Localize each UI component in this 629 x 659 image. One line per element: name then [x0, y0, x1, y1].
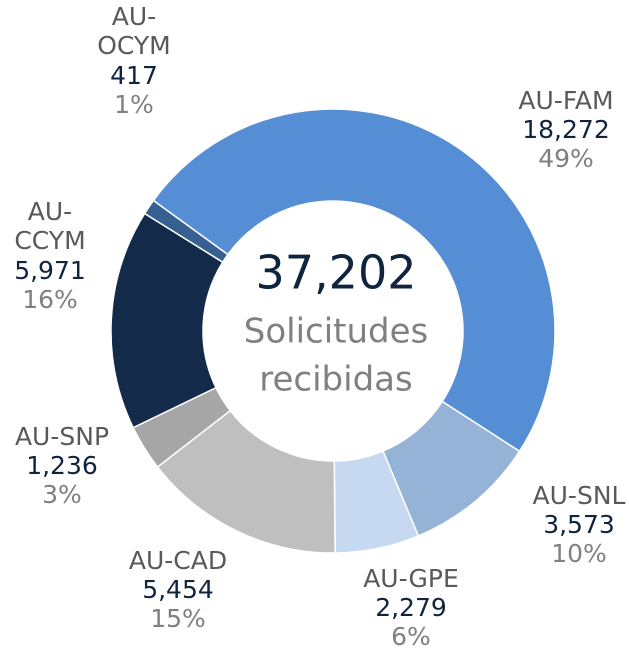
percent-label: 1%: [114, 90, 154, 119]
percent-label: 3%: [42, 480, 82, 509]
subtitle: recibidas: [259, 360, 412, 400]
slice-name: CCYM: [14, 226, 85, 255]
value-label: 5,971: [14, 256, 86, 285]
value-label: 2,279: [375, 593, 447, 622]
slice-name: AU-SNL: [533, 481, 626, 510]
value-label: 417: [110, 61, 158, 90]
slice-name: AU-FAM: [518, 86, 613, 115]
slice-name: AU-SNP: [15, 422, 109, 451]
donut-slice: [110, 212, 224, 429]
subtitle: Solicitudes: [244, 312, 429, 352]
slice-name: AU-: [28, 197, 72, 226]
slice-name: AU-CAD: [129, 546, 227, 575]
value-label: 1,236: [26, 451, 98, 480]
total: 37,202: [256, 246, 417, 300]
percent-label: 49%: [538, 144, 594, 173]
value-label: 18,272: [522, 115, 609, 144]
slice-name: AU-GPE: [363, 564, 459, 593]
percent-label: 6%: [391, 622, 431, 651]
value-label: 3,573: [543, 510, 615, 539]
percent-label: 16%: [22, 285, 78, 314]
slice-name: AU-: [112, 2, 156, 31]
donut-slice: [143, 199, 229, 264]
slice-name: OCYM: [97, 31, 171, 60]
value-label: 5,454: [142, 575, 214, 604]
percent-label: 10%: [551, 539, 607, 568]
donut-slice: [152, 108, 556, 453]
percent-label: 15%: [150, 604, 206, 633]
